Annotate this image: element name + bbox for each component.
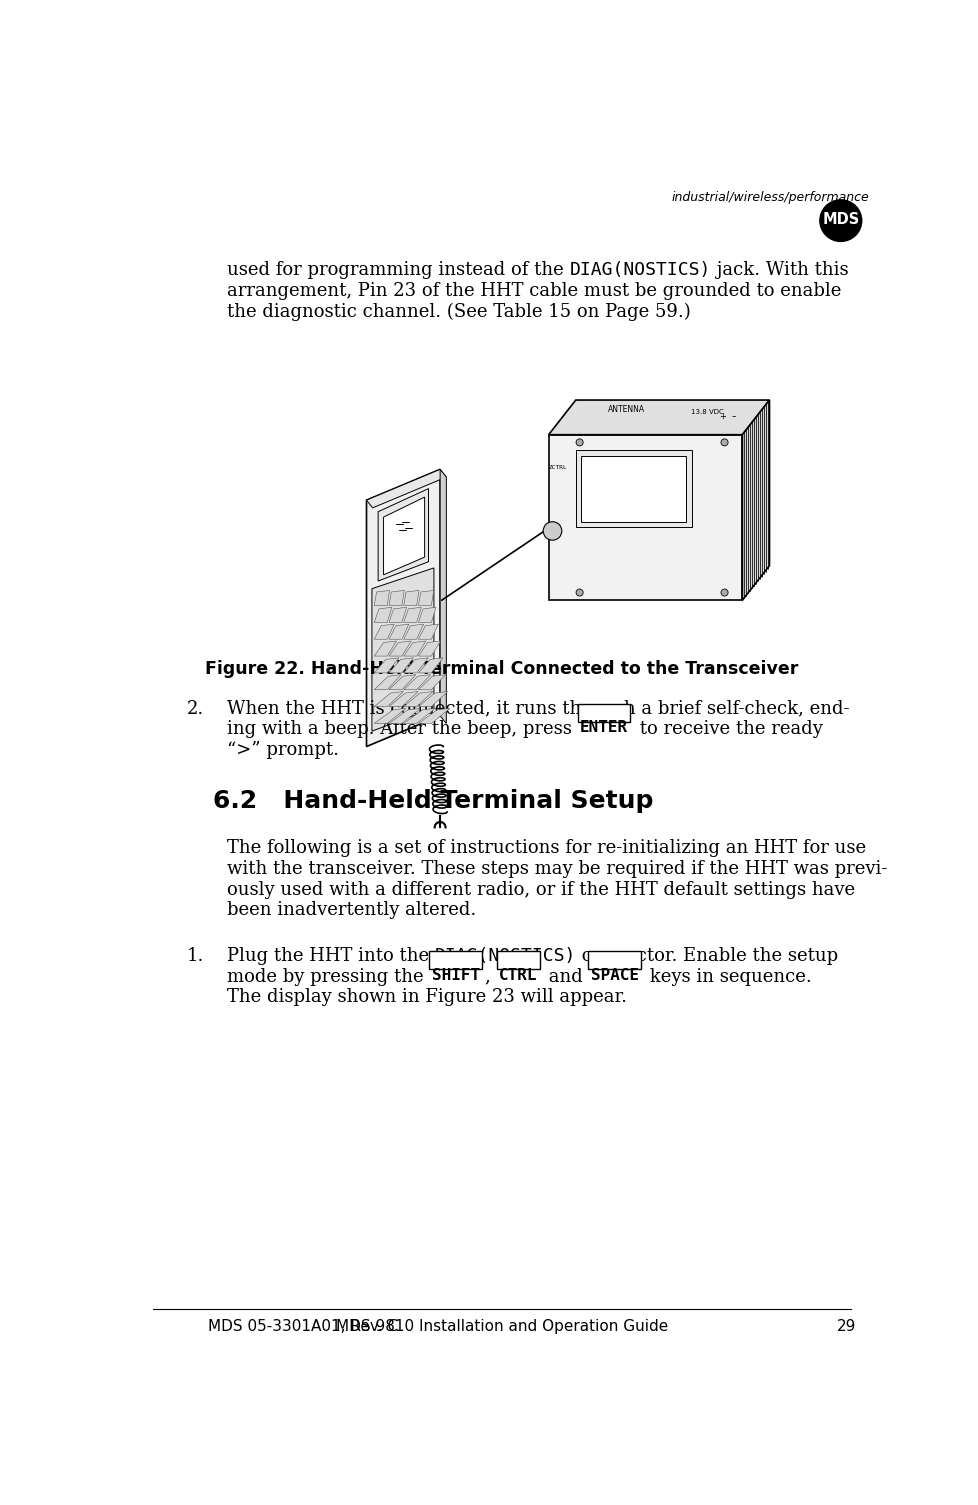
Text: +  –: + – [720, 412, 735, 421]
Text: arrangement, Pin 23 of the HHT cable must be grounded to enable: arrangement, Pin 23 of the HHT cable mus… [227, 283, 840, 299]
Circle shape [819, 200, 861, 241]
Polygon shape [418, 709, 450, 724]
Polygon shape [418, 691, 447, 707]
Polygon shape [440, 470, 446, 724]
Text: MDS 05-3301A01, Rev. C: MDS 05-3301A01, Rev. C [207, 1320, 397, 1335]
Text: “>” prompt.: “>” prompt. [227, 740, 338, 759]
Text: The following is a set of instructions for re-initializing an HHT for use: The following is a set of instructions f… [227, 838, 866, 856]
Polygon shape [388, 625, 409, 640]
Text: 29: 29 [836, 1320, 856, 1335]
Polygon shape [403, 625, 423, 640]
Polygon shape [374, 608, 391, 623]
Polygon shape [374, 625, 394, 640]
Text: ously used with a different radio, or if the HHT default settings have: ously used with a different radio, or if… [227, 880, 854, 898]
Polygon shape [388, 608, 406, 623]
Polygon shape [403, 709, 435, 724]
Circle shape [575, 439, 583, 445]
Polygon shape [403, 608, 421, 623]
Text: DIAG(NOSTICS): DIAG(NOSTICS) [569, 262, 710, 280]
Text: Plug the HHT into the: Plug the HHT into the [227, 947, 434, 965]
Text: CTRL: CTRL [499, 968, 537, 983]
Polygon shape [418, 590, 433, 605]
Polygon shape [388, 709, 421, 724]
Text: been inadvertently altered.: been inadvertently altered. [227, 901, 475, 920]
Polygon shape [388, 658, 413, 673]
Text: ANTENNA: ANTENNA [607, 405, 645, 414]
Text: mode by pressing the: mode by pressing the [227, 968, 429, 986]
Polygon shape [575, 450, 691, 527]
Text: 6.2   Hand-Held Terminal Setup: 6.2 Hand-Held Terminal Setup [213, 789, 652, 813]
FancyBboxPatch shape [588, 951, 641, 969]
Text: ZCTRL: ZCTRL [548, 465, 566, 470]
Text: to receive the ready: to receive the ready [633, 721, 822, 739]
Polygon shape [548, 400, 769, 435]
Polygon shape [372, 567, 433, 731]
Text: ENTER: ENTER [579, 721, 628, 736]
Polygon shape [374, 691, 403, 707]
Polygon shape [366, 470, 440, 746]
Text: ,: , [485, 968, 496, 986]
Polygon shape [418, 641, 440, 656]
Polygon shape [418, 674, 445, 689]
Polygon shape [418, 608, 435, 623]
Polygon shape [403, 658, 427, 673]
Polygon shape [388, 674, 416, 689]
Polygon shape [388, 590, 404, 605]
Polygon shape [383, 497, 424, 575]
Text: connector. Enable the setup: connector. Enable the setup [576, 947, 837, 965]
Text: jack. With this: jack. With this [710, 262, 848, 280]
Polygon shape [403, 641, 425, 656]
Polygon shape [581, 456, 686, 522]
Circle shape [543, 522, 561, 540]
Text: 2.: 2. [187, 700, 203, 718]
Circle shape [575, 588, 583, 596]
Polygon shape [374, 674, 401, 689]
Polygon shape [548, 435, 741, 600]
Text: 1.: 1. [187, 947, 203, 965]
Text: industrial/wireless/performance: industrial/wireless/performance [671, 191, 868, 203]
Text: keys in sequence.: keys in sequence. [644, 968, 812, 986]
Text: SHIFT: SHIFT [431, 968, 479, 983]
Polygon shape [388, 641, 411, 656]
Text: 13.8 VDC: 13.8 VDC [690, 408, 723, 414]
Text: MDS: MDS [822, 212, 859, 227]
Polygon shape [418, 625, 438, 640]
Circle shape [721, 439, 728, 445]
Text: DIAG(NOSTICS): DIAG(NOSTICS) [434, 947, 576, 965]
Circle shape [721, 588, 728, 596]
Polygon shape [378, 489, 428, 581]
Polygon shape [741, 400, 769, 600]
Polygon shape [374, 590, 389, 605]
Text: with the transceiver. These steps may be required if the HHT was previ-: with the transceiver. These steps may be… [227, 859, 886, 877]
FancyBboxPatch shape [496, 951, 539, 969]
Text: and: and [543, 968, 588, 986]
Polygon shape [403, 691, 432, 707]
Polygon shape [366, 470, 446, 507]
Text: ing with a beep. After the beep, press: ing with a beep. After the beep, press [227, 721, 577, 739]
Text: When the HHT is connected, it runs through a brief self-check, end-: When the HHT is connected, it runs throu… [227, 700, 849, 718]
Text: MDS 9810 Installation and Operation Guide: MDS 9810 Installation and Operation Guid… [335, 1320, 667, 1335]
Polygon shape [388, 691, 418, 707]
Polygon shape [403, 590, 419, 605]
FancyBboxPatch shape [429, 951, 481, 969]
Text: The display shown in Figure 23 will appear.: The display shown in Figure 23 will appe… [227, 989, 626, 1007]
Polygon shape [374, 709, 406, 724]
FancyBboxPatch shape [577, 704, 630, 722]
Text: used for programming instead of the: used for programming instead of the [227, 262, 569, 280]
Text: Figure 22. Hand-Held Terminal Connected to the Transceiver: Figure 22. Hand-Held Terminal Connected … [204, 659, 798, 677]
Polygon shape [374, 658, 398, 673]
Polygon shape [418, 658, 443, 673]
Polygon shape [374, 641, 396, 656]
Polygon shape [403, 674, 430, 689]
Text: SPACE: SPACE [590, 968, 639, 983]
Text: the diagnostic channel. (See Table 15 on Page 59.): the diagnostic channel. (See Table 15 on… [227, 303, 690, 321]
